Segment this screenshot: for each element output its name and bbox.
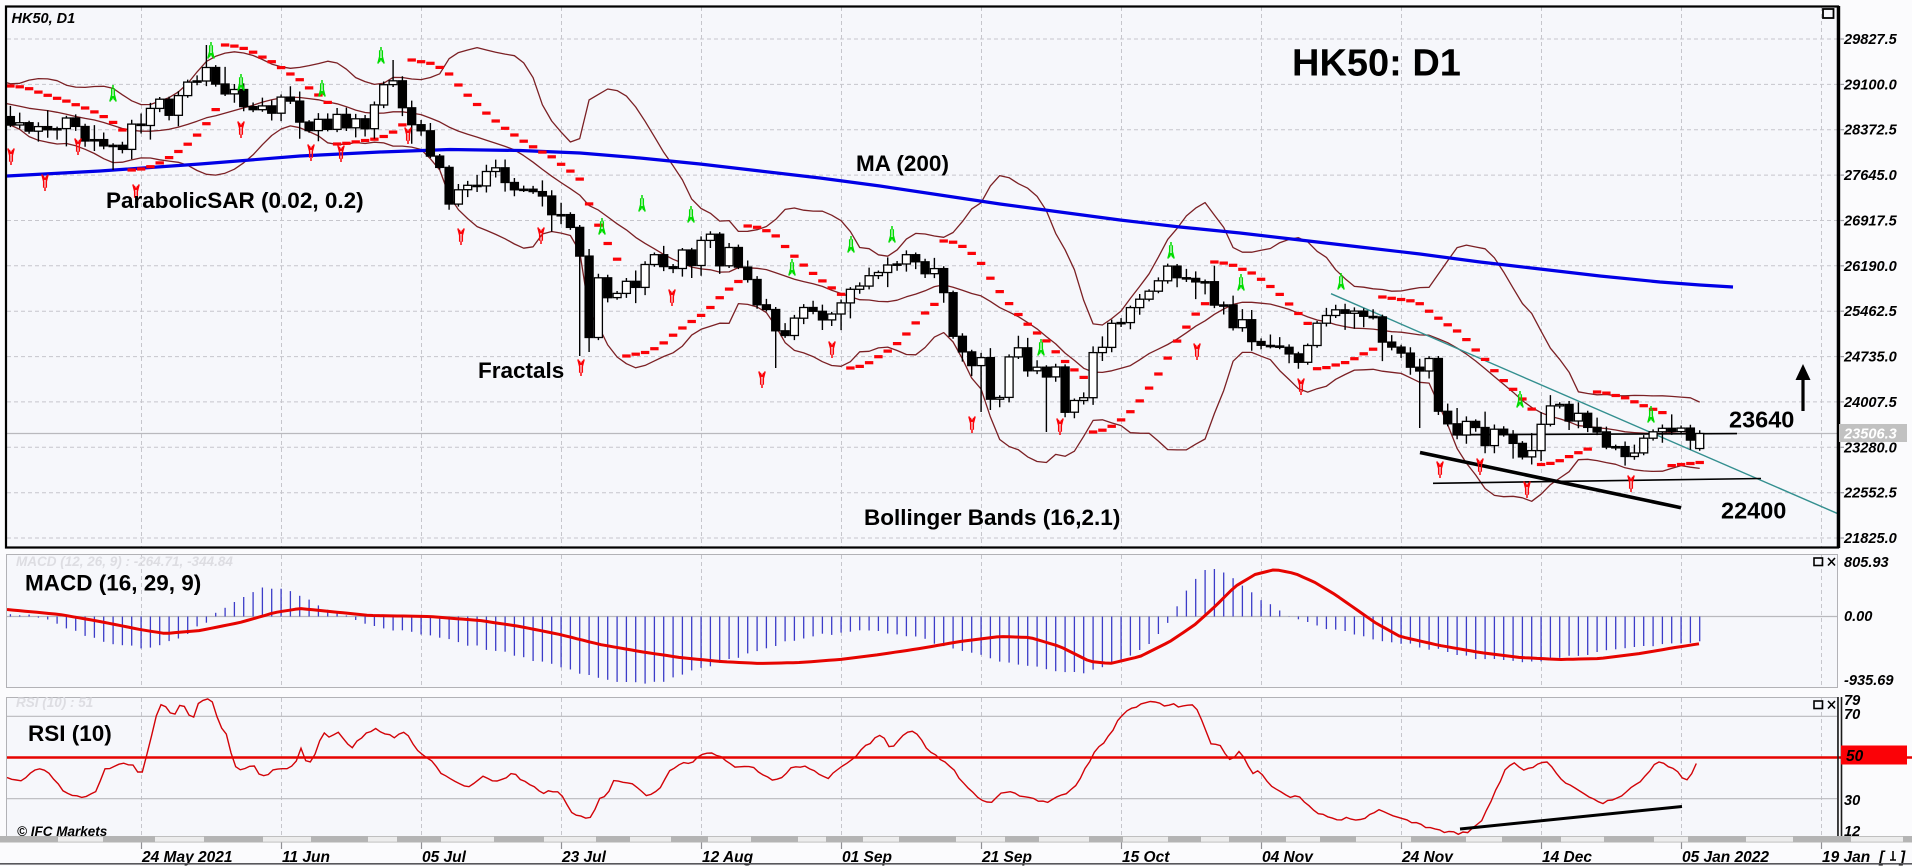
svg-text:HK50: D1: HK50: D1 — [1292, 43, 1461, 85]
svg-text:50: 50 — [1846, 748, 1864, 765]
svg-text:79: 79 — [1844, 693, 1861, 709]
svg-text:05 Jan 2022: 05 Jan 2022 — [1682, 849, 1769, 866]
svg-text:15 Oct: 15 Oct — [1122, 849, 1170, 866]
svg-text:24007.5: 24007.5 — [1843, 395, 1898, 411]
svg-text:© IFC Markets: © IFC Markets — [17, 824, 108, 839]
svg-text:805.93: 805.93 — [1844, 555, 1889, 571]
svg-text:25462.5: 25462.5 — [1843, 304, 1898, 320]
svg-text:23506.3: 23506.3 — [1843, 427, 1897, 443]
svg-text:0.00: 0.00 — [1844, 609, 1872, 625]
svg-text:RSI (10): RSI (10) — [28, 721, 112, 746]
svg-text:Bollinger Bands (16,2.1): Bollinger Bands (16,2.1) — [864, 505, 1120, 530]
svg-text:23 Jul: 23 Jul — [561, 849, 607, 866]
svg-text:22400: 22400 — [1721, 498, 1786, 524]
svg-text:]: ] — [1898, 849, 1906, 866]
svg-text:14 Dec: 14 Dec — [1542, 849, 1592, 866]
svg-text:22552.5: 22552.5 — [1843, 486, 1898, 502]
svg-text:MA (200): MA (200) — [856, 151, 949, 176]
svg-text:12 Aug: 12 Aug — [702, 849, 754, 866]
svg-text:26917.5: 26917.5 — [1843, 214, 1898, 230]
svg-text:29100.0: 29100.0 — [1843, 77, 1897, 93]
svg-text:MACD (12, 26, 9) : -264.71, -3: MACD (12, 26, 9) : -264.71, -344.84 — [16, 554, 233, 569]
svg-text:HK50, D1: HK50, D1 — [12, 11, 76, 27]
svg-text:26190.0: 26190.0 — [1843, 259, 1897, 275]
svg-text:04 Nov: 04 Nov — [1262, 849, 1314, 866]
svg-text:21 Sep: 21 Sep — [981, 849, 1032, 866]
svg-text:29827.5: 29827.5 — [1843, 32, 1898, 48]
svg-text:19 Jan: 19 Jan — [1822, 849, 1870, 866]
svg-text:Fractals: Fractals — [478, 358, 564, 383]
svg-text:30: 30 — [1844, 793, 1860, 809]
svg-text:RSI (10) : 51: RSI (10) : 51 — [16, 695, 93, 710]
svg-text:11 Jun: 11 Jun — [282, 849, 330, 866]
svg-text:01 Sep: 01 Sep — [842, 849, 892, 866]
svg-text:24735.0: 24735.0 — [1843, 350, 1897, 366]
svg-text:-935.69: -935.69 — [1844, 673, 1894, 689]
svg-text:70: 70 — [1844, 707, 1860, 723]
svg-text:23640: 23640 — [1729, 407, 1794, 433]
svg-text:28372.5: 28372.5 — [1843, 123, 1898, 139]
svg-text:23280.0: 23280.0 — [1843, 440, 1897, 456]
svg-text:27645.0: 27645.0 — [1843, 168, 1897, 184]
svg-text:MACD (16, 29, 9): MACD (16, 29, 9) — [25, 571, 201, 596]
svg-text:24 May 2021: 24 May 2021 — [141, 849, 233, 866]
svg-text:ParabolicSAR (0.02, 0.2): ParabolicSAR (0.02, 0.2) — [106, 188, 364, 213]
svg-text:24 Nov: 24 Nov — [1401, 849, 1454, 866]
svg-text:[: [ — [1878, 849, 1886, 866]
svg-text:05 Jul: 05 Jul — [422, 849, 467, 866]
svg-text:21825.0: 21825.0 — [1843, 531, 1897, 547]
